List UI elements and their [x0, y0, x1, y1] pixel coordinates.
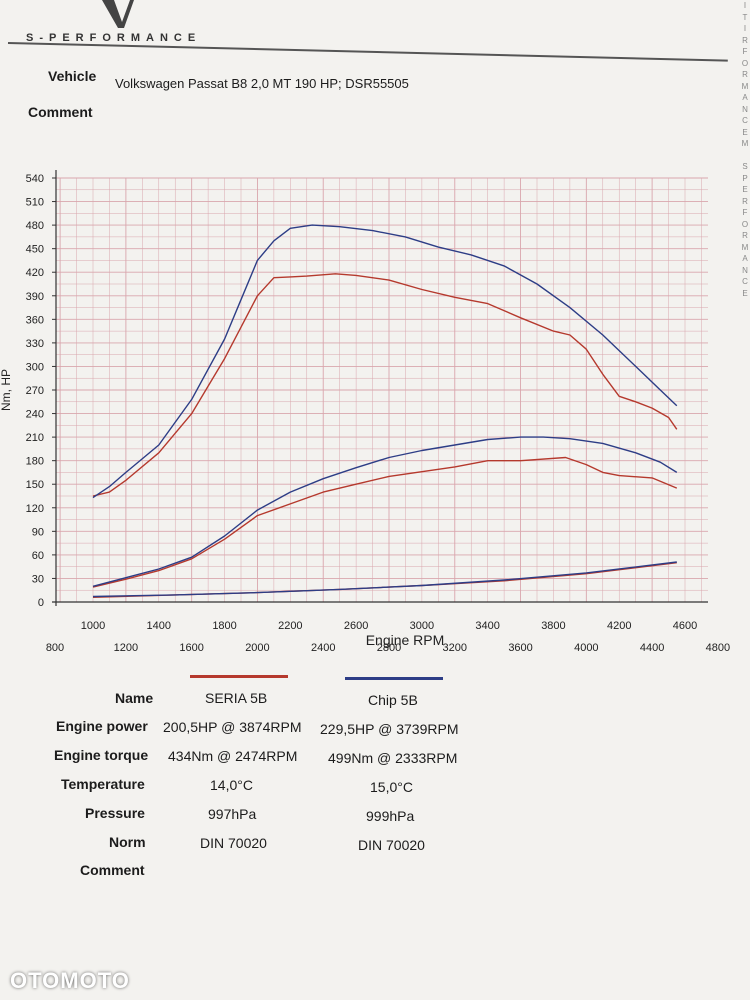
seria-temperature: 14,0°C	[210, 777, 253, 793]
comment-label: Comment	[28, 104, 93, 120]
y-tick-label: 180	[26, 456, 44, 468]
watermark: OTOMOTO	[10, 968, 130, 993]
x-tick-label-upper: 2200	[278, 620, 302, 632]
series-line-seria-2	[92, 456, 678, 588]
row-label-engine-power: Engine power	[56, 718, 148, 734]
dyno-chart: 0 30 60 90 120 150 180 210 240 270 300 330 360 390 420…	[0, 170, 730, 654]
chart-grid	[56, 177, 708, 603]
row-label-pressure: Pressure	[85, 805, 145, 821]
x-tick-label-upper: 1800	[212, 620, 236, 632]
x-tick-label-upper: 3800	[541, 620, 565, 632]
vehicle-value: Volkswagen Passat B8 2,0 MT 190 HP; DSR5…	[115, 76, 409, 91]
y-tick-label: 60	[32, 550, 44, 562]
brand-name: S-PERFORMANCE	[26, 32, 202, 44]
series-line-seria-0	[92, 273, 678, 497]
y-axis-label: Nm, HP	[0, 369, 13, 411]
y-tick-label: 240	[26, 409, 44, 421]
y-tick-label: 540	[26, 173, 44, 185]
y-tick-label: 510	[26, 197, 44, 209]
y-tick-label: 300	[26, 361, 44, 373]
series-line-chip-5	[92, 561, 677, 598]
y-tick-label: 120	[26, 503, 44, 515]
x-tick-label-lower: 3200	[443, 642, 467, 654]
vehicle-label: Vehicle	[48, 68, 97, 84]
x-tick-label-lower: 2800	[377, 642, 401, 654]
seria-name: SERIA 5B	[205, 690, 268, 706]
y-tick-label: 30	[32, 573, 44, 585]
row-label-comment: Comment	[80, 862, 145, 878]
y-tick-label: 450	[26, 244, 44, 256]
seria-pressure: 997hPa	[208, 806, 257, 822]
y-tick-label: 480	[26, 220, 44, 232]
brand-logo	[102, 0, 134, 28]
x-tick-label-upper: 1000	[81, 620, 105, 632]
x-tick-label-lower: 4800	[706, 642, 730, 654]
x-tick-label-upper: 2600	[344, 620, 368, 632]
row-label-temperature: Temperature	[61, 776, 145, 792]
seria-norm: DIN 70020	[200, 835, 267, 851]
row-label-norm: Norm	[109, 834, 146, 850]
x-tick-label-upper: 3400	[475, 620, 499, 632]
series-line-chip-1	[92, 224, 678, 499]
header-divider	[7, 42, 728, 62]
y-tick-label: 210	[26, 432, 44, 444]
y-tick-label: 360	[26, 314, 44, 326]
y-tick-label: 390	[26, 291, 44, 303]
x-tick-label-upper: 4200	[607, 620, 631, 632]
chip-torque: 499Nm @ 2333RPM	[328, 750, 458, 766]
legend-line-chip	[345, 677, 443, 680]
chip-power: 229,5HP @ 3739RPM	[320, 721, 459, 737]
chip-name: Chip 5B	[368, 692, 418, 708]
chart-axes	[52, 170, 708, 606]
chip-norm: DIN 70020	[358, 837, 425, 853]
seria-torque: 434Nm @ 2474RPM	[168, 748, 298, 764]
row-label-name: Name	[115, 690, 154, 706]
x-tick-label-lower: 2000	[245, 642, 269, 654]
y-tick-label: 330	[26, 338, 44, 350]
x-tick-label-upper: 1400	[147, 620, 171, 632]
chart-series	[92, 224, 678, 598]
x-axis-label: Engine RPM	[366, 632, 445, 648]
y-tick-label: 0	[38, 597, 44, 609]
x-tick-label-upper: 4600	[673, 620, 697, 632]
series-line-chip-3	[92, 436, 678, 587]
row-label-engine-torque: Engine torque	[54, 747, 149, 763]
x-tick-label-lower: 1200	[114, 642, 138, 654]
x-tick-label-lower: 800	[46, 642, 64, 654]
side-brand-text: I T I R F O R M A N C E M S P E R F O R …	[741, 1, 749, 298]
chart-ticks: 0 30 60 90 120 150 180 210 240 270 300 330 360 390 420…	[26, 173, 730, 654]
y-tick-label: 270	[26, 385, 44, 397]
x-tick-label-lower: 2400	[311, 642, 335, 654]
chip-pressure: 999hPa	[366, 808, 415, 824]
chip-temperature: 15,0°C	[370, 779, 413, 795]
y-tick-label: 90	[32, 526, 44, 538]
x-tick-label-upper: 3000	[410, 620, 434, 632]
y-tick-label: 150	[26, 479, 44, 491]
x-tick-label-lower: 3600	[508, 642, 532, 654]
x-tick-label-lower: 1600	[179, 642, 203, 654]
x-tick-label-lower: 4000	[574, 642, 598, 654]
y-tick-label: 420	[26, 267, 44, 279]
seria-power: 200,5HP @ 3874RPM	[163, 719, 302, 735]
legend-line-seria	[190, 675, 288, 678]
x-tick-label-lower: 4400	[640, 642, 664, 654]
series-line-seria-4	[92, 562, 677, 598]
